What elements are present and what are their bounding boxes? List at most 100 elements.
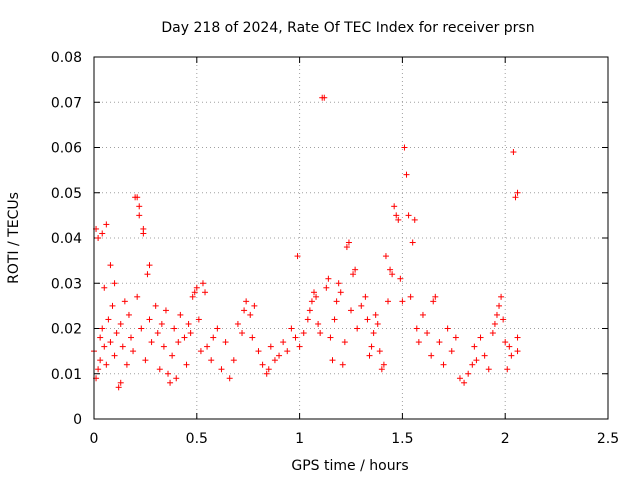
data-point — [358, 302, 365, 309]
data-point — [477, 334, 484, 341]
data-point — [241, 307, 248, 314]
data-point — [370, 330, 377, 337]
data-point — [101, 284, 108, 291]
data-point — [136, 212, 143, 219]
x-tick-label: 1.5 — [391, 431, 413, 447]
data-point — [218, 366, 225, 373]
data-point — [140, 230, 147, 237]
data-point — [333, 298, 340, 305]
data-point — [419, 311, 426, 318]
data-point — [310, 289, 317, 296]
y-tick-label: 0.02 — [51, 322, 82, 338]
data-point — [300, 330, 307, 337]
data-point — [187, 330, 194, 337]
y-tick-label: 0.01 — [51, 367, 82, 383]
data-point — [162, 307, 169, 314]
data-point — [343, 244, 350, 251]
data-point — [378, 366, 385, 373]
data-point — [193, 284, 200, 291]
data-point — [317, 330, 324, 337]
data-point — [440, 361, 447, 368]
data-point — [95, 366, 102, 373]
data-point — [117, 379, 124, 386]
data-point — [514, 189, 521, 196]
data-point — [239, 330, 246, 337]
data-point — [103, 221, 110, 228]
data-point — [510, 149, 517, 156]
data-point — [461, 379, 468, 386]
x-axis-label: GPS time / hours — [291, 458, 408, 474]
data-point — [243, 298, 250, 305]
data-point — [134, 194, 141, 201]
data-point — [204, 343, 211, 350]
data-point — [385, 298, 392, 305]
data-point — [424, 330, 431, 337]
data-point — [401, 144, 408, 151]
data-point — [115, 384, 122, 391]
data-point — [331, 316, 338, 323]
data-point — [292, 334, 299, 341]
data-point — [397, 275, 404, 282]
data-point — [382, 253, 389, 260]
y-tick-label: 0.04 — [51, 231, 82, 247]
data-point — [125, 311, 132, 318]
data-point — [185, 320, 192, 327]
data-point — [230, 357, 237, 364]
data-point — [395, 216, 402, 223]
data-point — [399, 298, 406, 305]
y-tick-label: 0.03 — [51, 276, 82, 292]
data-point — [393, 212, 400, 219]
data-point — [372, 311, 379, 318]
data-point — [512, 194, 519, 201]
data-point — [119, 343, 126, 350]
data-point — [335, 280, 342, 287]
data-point — [403, 171, 410, 178]
data-point — [105, 316, 112, 323]
data-point — [432, 293, 439, 300]
data-point — [142, 357, 149, 364]
data-point — [508, 352, 515, 359]
data-point — [138, 325, 145, 332]
data-point — [313, 293, 320, 300]
y-tick-label: 0.06 — [51, 141, 82, 157]
data-point — [481, 352, 488, 359]
data-point — [504, 366, 511, 373]
data-point — [500, 316, 507, 323]
data-point — [514, 348, 521, 355]
data-point — [181, 334, 188, 341]
data-point — [97, 334, 104, 341]
data-point — [296, 343, 303, 350]
data-point — [294, 253, 301, 260]
data-point — [327, 334, 334, 341]
data-point — [130, 348, 137, 355]
data-point — [154, 330, 161, 337]
grid-lines — [94, 57, 608, 419]
x-tick-label: 0.5 — [186, 431, 208, 447]
data-point — [306, 307, 313, 314]
data-point — [337, 289, 344, 296]
data-point — [255, 348, 262, 355]
data-point — [128, 334, 135, 341]
data-point — [247, 311, 254, 318]
data-point — [407, 293, 414, 300]
data-point — [175, 339, 182, 346]
data-point — [99, 230, 106, 237]
data-point — [165, 370, 172, 377]
data-point — [280, 339, 287, 346]
y-tick-label: 0.05 — [51, 186, 82, 202]
data-point — [387, 266, 394, 273]
data-point — [97, 357, 104, 364]
data-point — [111, 352, 118, 359]
data-point — [107, 262, 114, 269]
data-point — [430, 298, 437, 305]
data-point — [506, 343, 513, 350]
data-point — [323, 284, 330, 291]
data-point — [251, 302, 258, 309]
data-point — [263, 370, 270, 377]
data-point — [148, 339, 155, 346]
data-point — [496, 302, 503, 309]
data-point — [380, 361, 387, 368]
data-point — [502, 339, 509, 346]
data-point — [354, 325, 361, 332]
